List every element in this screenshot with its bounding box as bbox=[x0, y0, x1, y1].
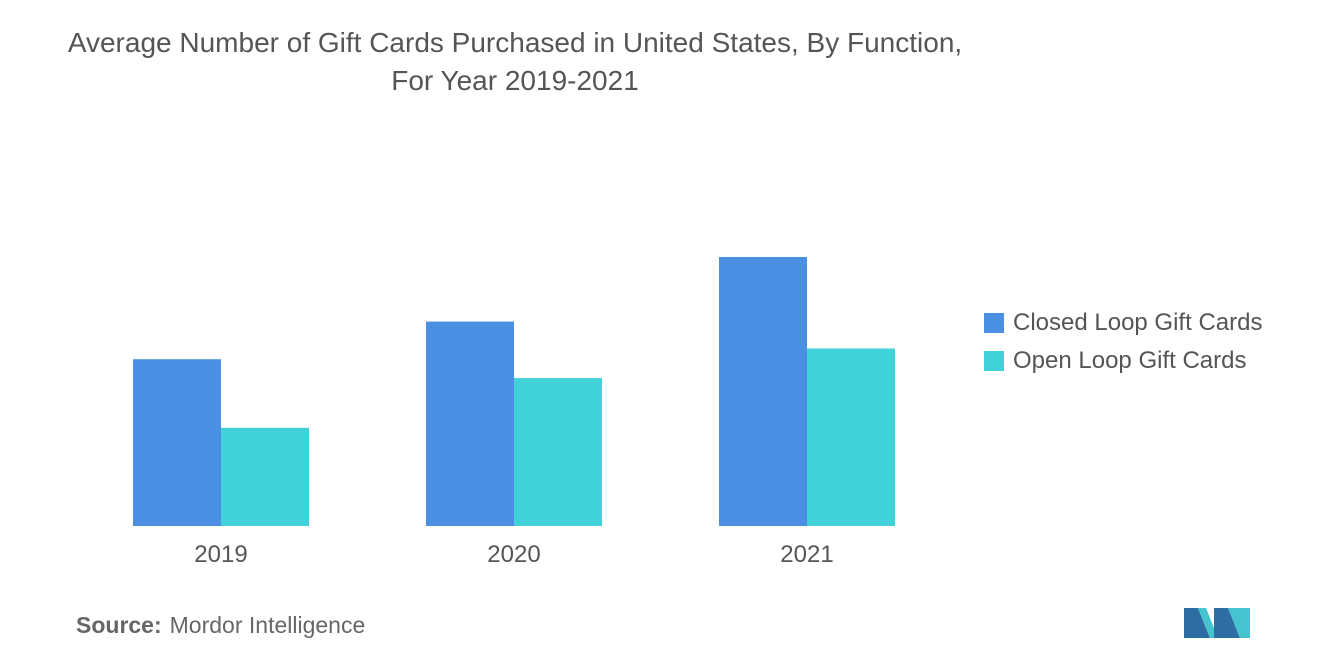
bars-group bbox=[133, 257, 895, 526]
bar-open-loop-2020 bbox=[514, 378, 602, 526]
legend-swatch-closed-loop bbox=[984, 313, 1004, 333]
mordor-intelligence-logo-icon bbox=[1184, 608, 1250, 638]
source-label: Source: bbox=[76, 612, 162, 638]
legend-label-closed-loop: Closed Loop Gift Cards bbox=[1013, 309, 1263, 336]
x-tick-labels: 2019 2020 2021 bbox=[194, 541, 833, 568]
bar-open-loop-2021 bbox=[807, 348, 895, 526]
legend-item-closed-loop: Closed Loop Gift Cards bbox=[984, 304, 1262, 342]
bar-closed-loop-2019 bbox=[133, 359, 221, 526]
legend-label-open-loop: Open Loop Gift Cards bbox=[1013, 347, 1247, 374]
chart-title: Average Number of Gift Cards Purchased i… bbox=[67, 27, 963, 96]
bar-closed-loop-2021 bbox=[719, 257, 807, 526]
legend-item-open-loop: Open Loop Gift Cards bbox=[984, 342, 1262, 380]
x-tick-label-2021: 2021 bbox=[780, 541, 833, 568]
legend: Closed Loop Gift Cards Open Loop Gift Ca… bbox=[984, 304, 1262, 380]
x-tick-label-2020: 2020 bbox=[487, 541, 540, 568]
bar-closed-loop-2020 bbox=[426, 321, 514, 526]
x-tick-label-2019: 2019 bbox=[194, 541, 247, 568]
bar-open-loop-2019 bbox=[221, 427, 309, 526]
source-note: Source: Mordor Intelligence bbox=[76, 612, 365, 639]
legend-swatch-open-loop bbox=[984, 351, 1004, 371]
source-value: Mordor Intelligence bbox=[169, 612, 366, 638]
